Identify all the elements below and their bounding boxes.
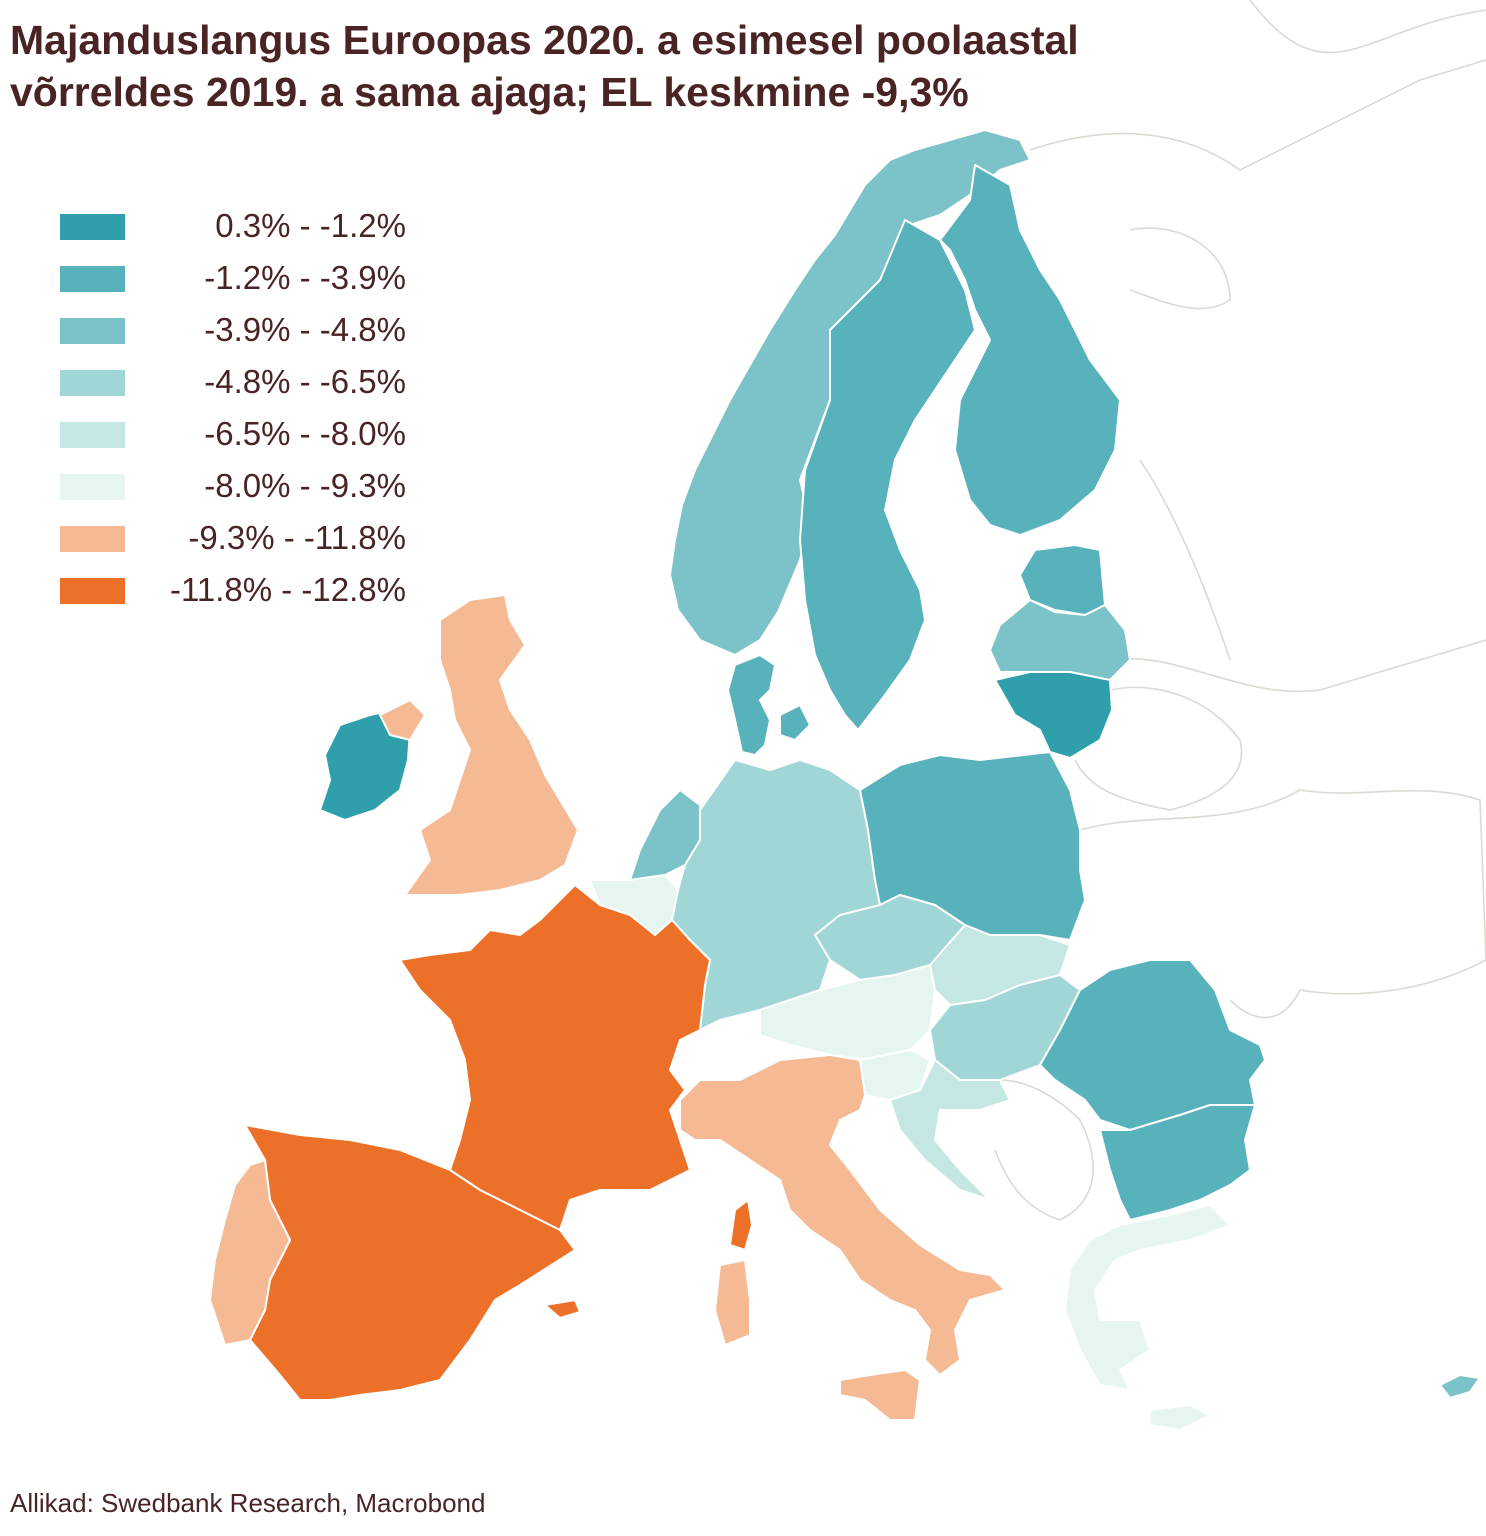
belarus-outline bbox=[1074, 686, 1243, 811]
legend-swatch bbox=[60, 318, 125, 344]
country-finland bbox=[939, 164, 1121, 536]
legend-swatch bbox=[60, 526, 125, 552]
legend-label: -4.8% - -6.5% bbox=[204, 363, 406, 400]
title-line-1: Majanduslangus Euroopas 2020. a esimesel… bbox=[10, 17, 1079, 63]
ukraine-outline bbox=[1079, 789, 1486, 1019]
legend-label: -3.9% - -4.8% bbox=[204, 311, 406, 348]
country-sweden bbox=[799, 219, 976, 731]
country-corsica bbox=[729, 1199, 753, 1251]
country-portugal bbox=[209, 1159, 291, 1346]
country-united-kingdom bbox=[379, 594, 579, 896]
country-france bbox=[399, 884, 711, 1231]
legend-swatch bbox=[60, 578, 125, 604]
country-austria bbox=[759, 964, 936, 1061]
country-greece bbox=[1064, 1204, 1231, 1431]
legend-label: -6.5% - -8.0% bbox=[204, 415, 406, 452]
legend-label: -1.2% - -3.9% bbox=[204, 259, 406, 296]
russia-outline bbox=[1029, 59, 1486, 693]
country-lithuania bbox=[994, 671, 1113, 759]
country-italy bbox=[679, 1054, 1006, 1421]
country-bulgaria bbox=[1099, 1104, 1256, 1221]
legend-swatch bbox=[60, 422, 125, 448]
legend-label: -11.8% - -12.8% bbox=[170, 571, 406, 608]
country-croatia bbox=[889, 1059, 1011, 1201]
norway-north-outline bbox=[1249, 0, 1486, 54]
legend-swatch bbox=[60, 474, 125, 500]
country-romania bbox=[1039, 959, 1266, 1131]
countries bbox=[209, 129, 1481, 1431]
country-cyprus bbox=[1439, 1374, 1481, 1399]
legend-label: -8.0% - -9.3% bbox=[204, 467, 406, 504]
legend-label: 0.3% - -1.2% bbox=[215, 207, 406, 244]
background-outlines bbox=[994, 0, 1486, 1221]
country-denmark bbox=[727, 654, 811, 756]
balkans-outline bbox=[994, 1079, 1094, 1221]
title-line-2: võrreldes 2019. a sama ajaga; EL keskmin… bbox=[10, 69, 969, 115]
legend-label: -9.3% - -11.8% bbox=[188, 519, 406, 556]
country-latvia bbox=[989, 599, 1131, 681]
legend-swatch bbox=[60, 214, 125, 240]
legend-swatch bbox=[60, 370, 125, 396]
chart-title: Majanduslangus Euroopas 2020. a esimesel… bbox=[10, 14, 1270, 118]
source-note: Allikad: Swedbank Research, Macrobond bbox=[10, 1488, 486, 1518]
legend-swatch bbox=[60, 266, 125, 292]
